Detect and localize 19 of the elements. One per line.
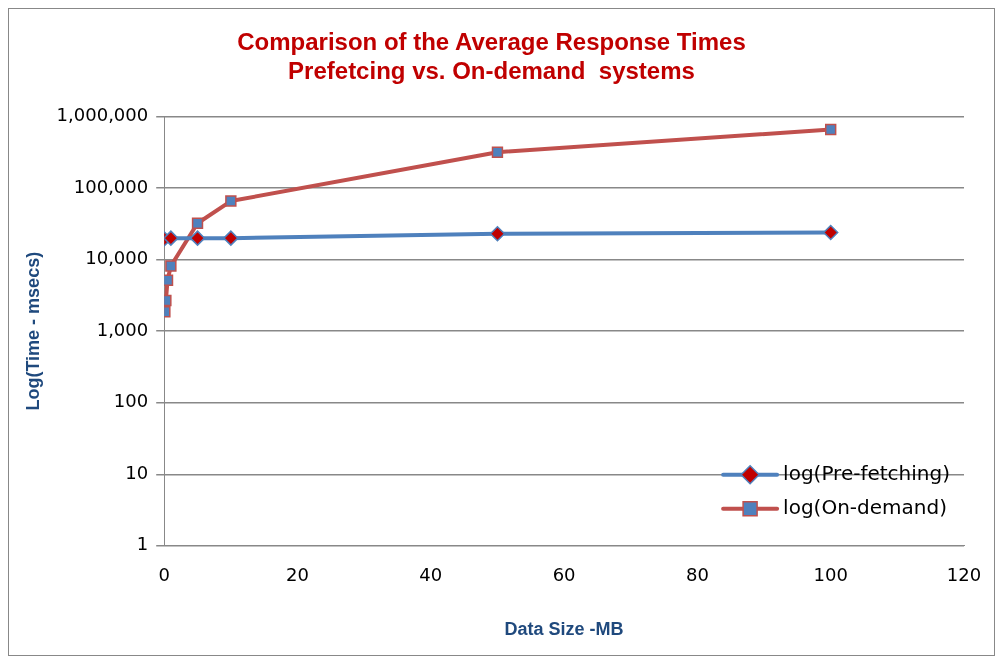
y-tick-label: 1,000,000 [56, 104, 149, 126]
y-tick-label: 100 [113, 390, 149, 412]
y-tick-label: 10,000 [85, 247, 149, 269]
x-tick-label: 60 [552, 564, 576, 586]
y-tick-label: 100,000 [73, 175, 149, 197]
x-tick-label: 80 [685, 564, 709, 586]
x-tick-label: 120 [946, 564, 982, 586]
y-axis-title: Log(Time - msecs) [22, 251, 43, 411]
x-tick-label: 20 [286, 564, 309, 586]
chart-title: Comparison of the Average Response Times Prefetcing vs. On-demand systems [237, 28, 746, 84]
legend-label: log(Pre-fetching) [783, 461, 951, 485]
x-tick-label: 40 [419, 564, 443, 586]
y-tick-label: 1 [136, 533, 149, 555]
y-tick-label: 1,000 [96, 318, 149, 340]
y-tick-label: 10 [125, 461, 149, 483]
x-tick-label: 0 [158, 564, 170, 586]
legend-label: log(On-demand) [783, 495, 947, 519]
x-tick-label: 100 [813, 564, 848, 586]
x-axis-title: Data Size -MB [504, 619, 624, 640]
